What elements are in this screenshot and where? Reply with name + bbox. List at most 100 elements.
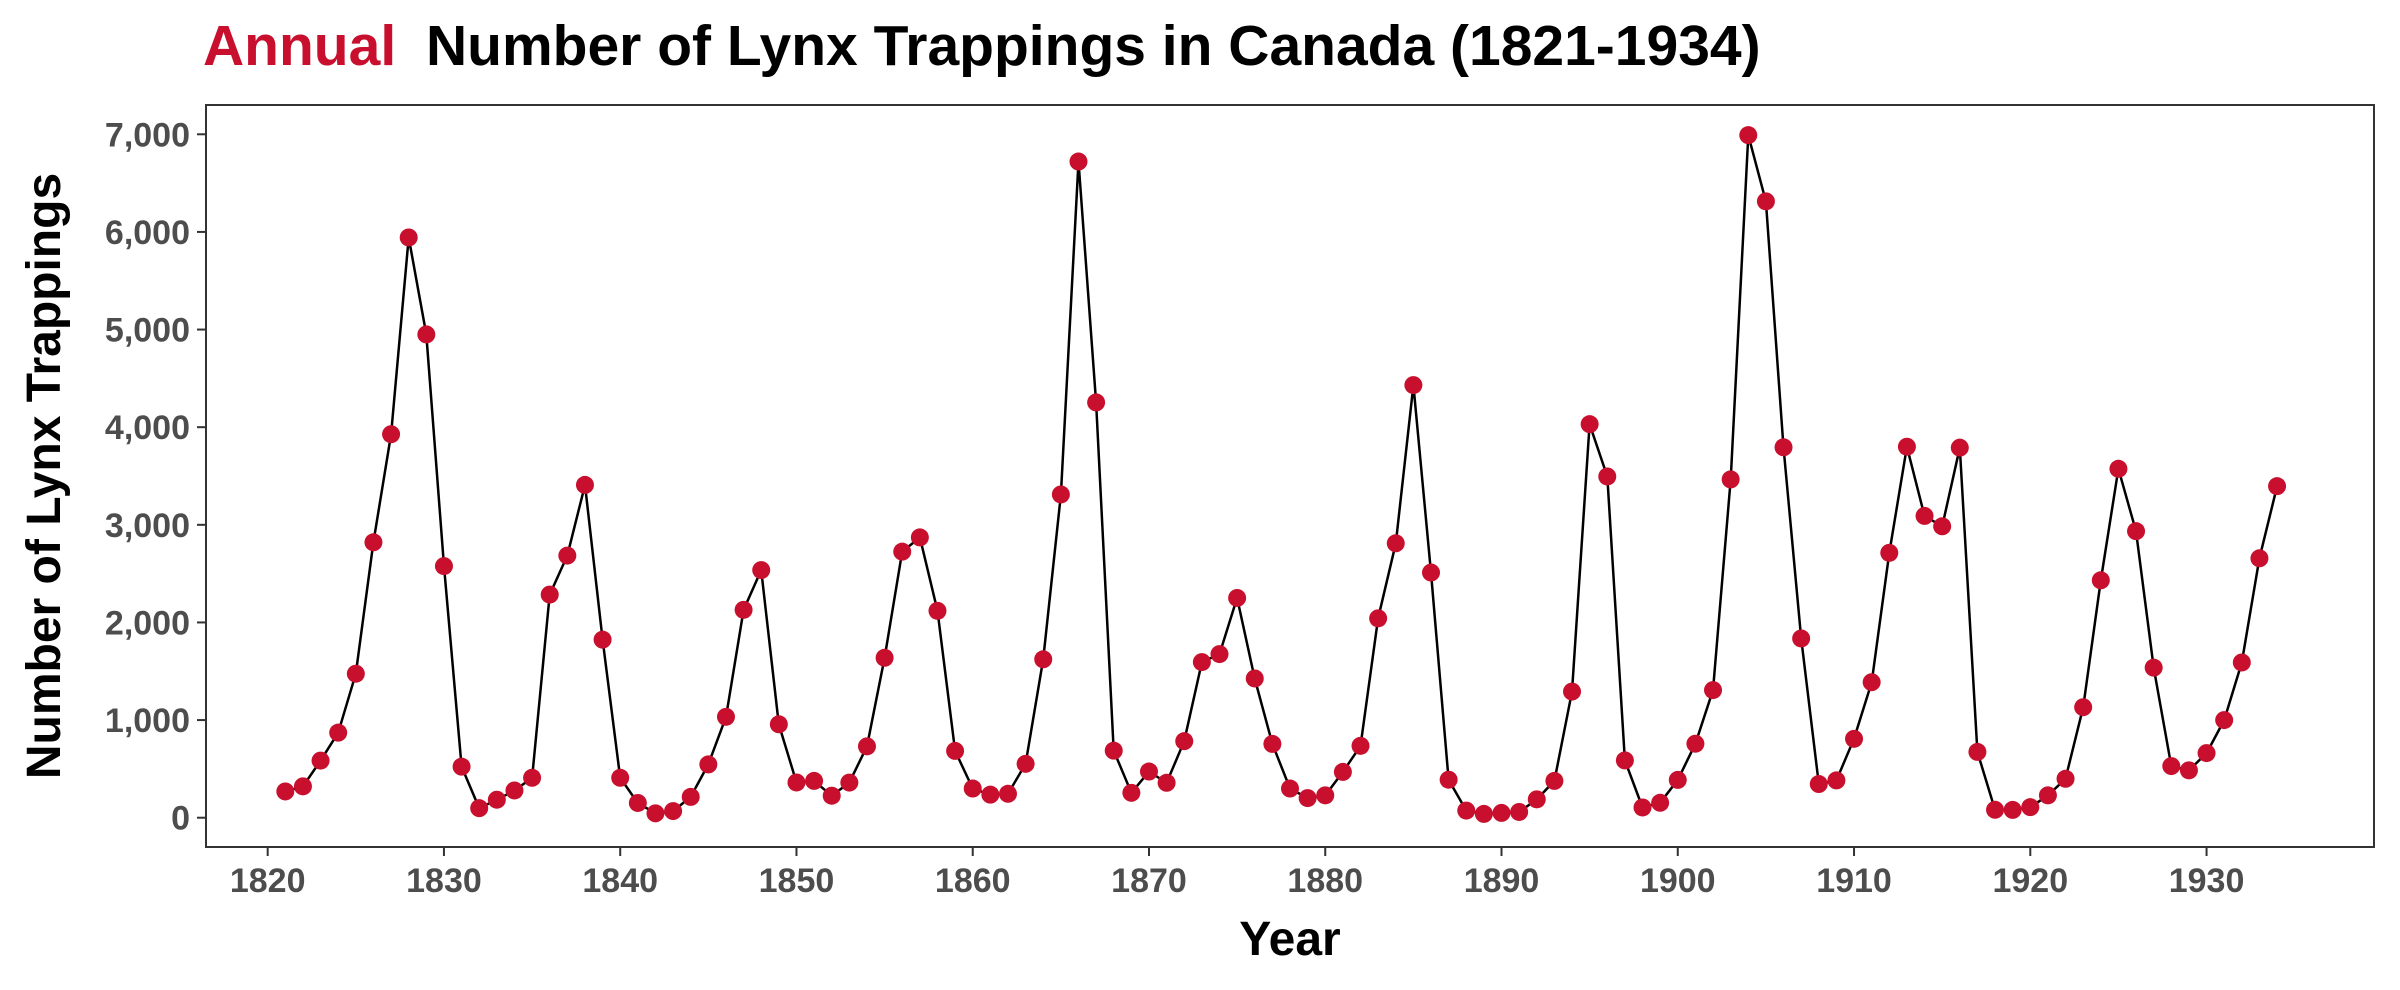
plot-panel bbox=[205, 104, 2375, 848]
data-point-1933 bbox=[2250, 549, 2269, 568]
data-point-1842 bbox=[646, 804, 665, 823]
data-point-1837 bbox=[558, 546, 577, 565]
data-point-1917 bbox=[1968, 742, 1987, 761]
y-tick-label: 7,000 bbox=[105, 116, 190, 154]
data-point-1829 bbox=[417, 325, 436, 344]
data-point-1851 bbox=[805, 771, 824, 790]
data-point-1862 bbox=[998, 784, 1017, 803]
data-point-1930 bbox=[2197, 744, 2216, 763]
chart-title: Annual Number of Lynx Trappings in Canad… bbox=[203, 14, 1761, 78]
data-point-1913 bbox=[1897, 437, 1916, 456]
data-point-1869 bbox=[1122, 783, 1141, 802]
data-point-1926 bbox=[2127, 522, 2146, 541]
data-point-1880 bbox=[1316, 786, 1335, 805]
x-axis: 1820 1830 1840 1850 1860 1870 1880 1890 1900 1910… bbox=[230, 847, 2245, 900]
data-point-1834 bbox=[505, 781, 524, 800]
data-point-1902 bbox=[1704, 681, 1723, 700]
x-tick-label: 1930 bbox=[2169, 862, 2245, 900]
x-tick-label: 1830 bbox=[406, 862, 482, 900]
data-point-1835 bbox=[523, 768, 542, 787]
data-point-1912 bbox=[1880, 543, 1899, 562]
data-point-1827 bbox=[382, 425, 401, 444]
data-point-1867 bbox=[1087, 393, 1106, 412]
data-point-1886 bbox=[1422, 563, 1441, 582]
data-point-1852 bbox=[822, 786, 841, 805]
data-point-1821 bbox=[276, 782, 295, 801]
data-point-1878 bbox=[1281, 779, 1299, 798]
y-tick-label: 1,000 bbox=[105, 702, 190, 740]
data-point-1856 bbox=[893, 542, 912, 561]
data-point-1850 bbox=[787, 773, 806, 792]
data-point-1870 bbox=[1139, 762, 1158, 781]
data-point-1901 bbox=[1686, 734, 1705, 753]
x-axis-title: Year bbox=[1239, 913, 1340, 966]
data-point-1866 bbox=[1069, 152, 1088, 171]
data-point-1906 bbox=[1774, 438, 1793, 457]
data-point-1864 bbox=[1034, 650, 1053, 669]
data-point-1893 bbox=[1545, 771, 1564, 790]
data-point-1873 bbox=[1192, 653, 1211, 672]
data-point-1881 bbox=[1333, 762, 1352, 781]
data-point-1859 bbox=[946, 741, 965, 760]
data-point-1876 bbox=[1245, 669, 1264, 688]
x-tick-label: 1920 bbox=[1992, 862, 2068, 900]
data-point-1932 bbox=[2232, 653, 2251, 672]
data-point-1923 bbox=[2074, 698, 2093, 717]
data-point-1883 bbox=[1369, 609, 1388, 628]
data-point-1910 bbox=[1845, 729, 1864, 748]
data-point-1894 bbox=[1563, 682, 1582, 701]
data-point-1846 bbox=[716, 707, 735, 726]
y-tick-label: 0 bbox=[171, 800, 190, 838]
data-point-1934 bbox=[2268, 477, 2287, 496]
data-point-1914 bbox=[1915, 506, 1934, 525]
data-point-1844 bbox=[681, 787, 700, 806]
data-point-1925 bbox=[2109, 459, 2128, 478]
data-point-1924 bbox=[2091, 571, 2110, 590]
y-tick-label: 5,000 bbox=[105, 312, 190, 350]
data-point-1921 bbox=[2038, 786, 2057, 805]
data-point-1830 bbox=[434, 557, 453, 576]
x-tick-label: 1880 bbox=[1287, 862, 1363, 900]
data-point-1875 bbox=[1228, 588, 1247, 607]
data-point-1868 bbox=[1104, 741, 1123, 760]
data-point-1865 bbox=[1051, 485, 1070, 504]
series-line bbox=[284, 133, 2279, 816]
data-point-1861 bbox=[981, 785, 1000, 804]
data-point-1904 bbox=[1739, 126, 1758, 145]
data-point-1890 bbox=[1492, 803, 1511, 822]
data-point-1909 bbox=[1827, 771, 1846, 790]
y-tick-label: 3,000 bbox=[105, 507, 190, 545]
x-tick-label: 1860 bbox=[935, 862, 1011, 900]
data-point-1825 bbox=[346, 664, 365, 683]
data-point-1919 bbox=[2003, 800, 2022, 819]
data-point-1899 bbox=[1651, 793, 1670, 812]
data-point-1892 bbox=[1527, 790, 1546, 809]
data-point-1872 bbox=[1175, 732, 1194, 751]
data-point-1891 bbox=[1510, 802, 1529, 821]
data-point-1857 bbox=[910, 528, 929, 547]
data-point-1855 bbox=[875, 648, 894, 667]
y-axis: 0 1,000 2,000 3,000 4,000 5,000 6,000 7,000 bbox=[105, 116, 206, 838]
data-point-1848 bbox=[752, 561, 771, 580]
y-tick-label: 6,000 bbox=[105, 214, 190, 252]
data-point-1897 bbox=[1615, 751, 1634, 770]
data-point-1858 bbox=[928, 601, 947, 620]
x-tick-label: 1910 bbox=[1816, 862, 1892, 900]
y-tick-label: 4,000 bbox=[105, 409, 190, 447]
data-point-1918 bbox=[1986, 800, 2005, 819]
series-lynx-trappings bbox=[276, 126, 2287, 823]
data-point-1927 bbox=[2144, 658, 2163, 677]
data-point-1931 bbox=[2215, 711, 2234, 730]
data-point-1854 bbox=[857, 737, 876, 756]
y-axis-title: Number of Lynx Trappings bbox=[18, 173, 71, 779]
data-point-1877 bbox=[1263, 734, 1282, 753]
data-point-1822 bbox=[293, 777, 312, 796]
data-point-1900 bbox=[1668, 770, 1687, 789]
data-point-1928 bbox=[2162, 757, 2181, 776]
data-point-1839 bbox=[593, 630, 612, 649]
data-point-1847 bbox=[734, 600, 753, 619]
data-point-1922 bbox=[2056, 769, 2075, 788]
data-point-1879 bbox=[1298, 789, 1317, 808]
data-point-1916 bbox=[1950, 438, 1969, 457]
